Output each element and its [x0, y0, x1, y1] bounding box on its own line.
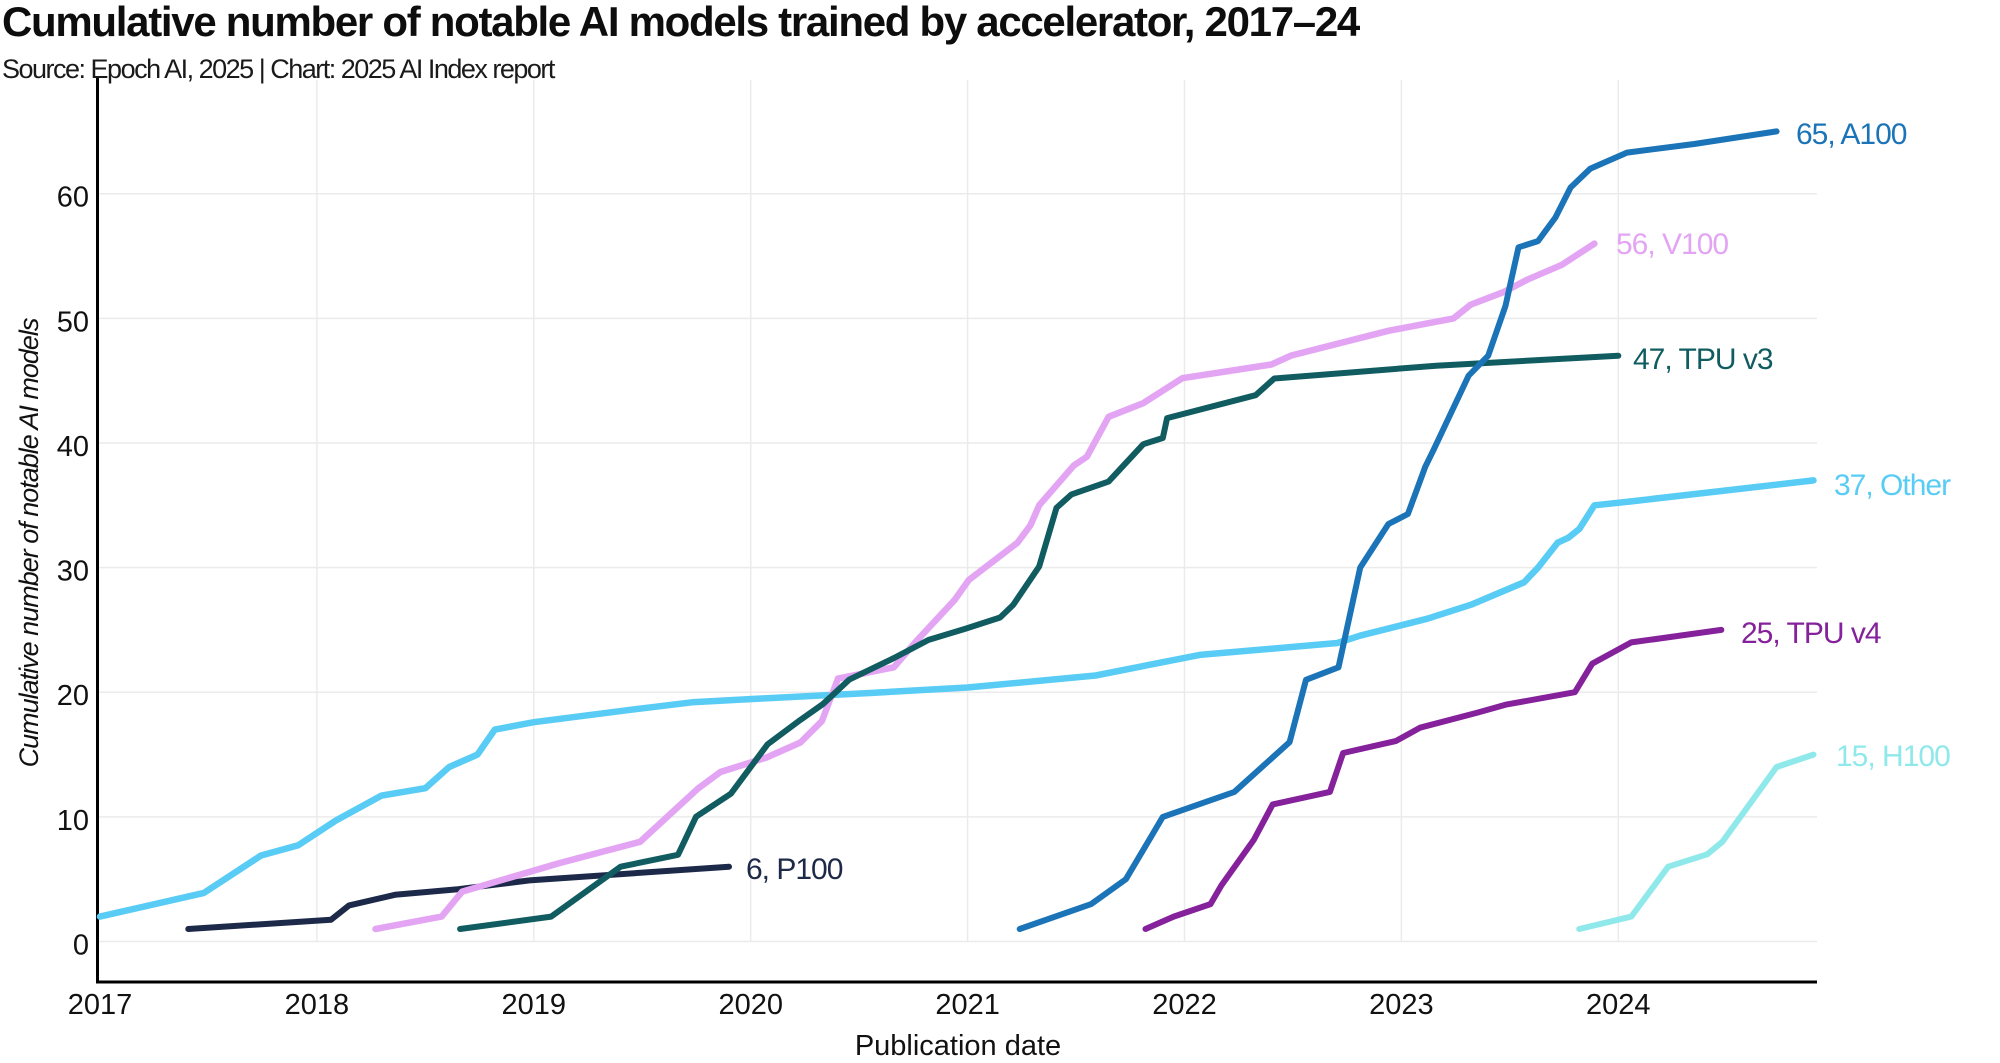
svg-text:40: 40: [57, 431, 89, 463]
svg-text:2022: 2022: [1152, 989, 1217, 1021]
svg-text:56, V100: 56, V100: [1616, 228, 1728, 261]
svg-text:2021: 2021: [935, 989, 1000, 1021]
svg-text:6, P100: 6, P100: [746, 853, 843, 886]
svg-text:60: 60: [57, 182, 89, 214]
svg-text:0: 0: [73, 930, 89, 962]
svg-text:2023: 2023: [1369, 989, 1434, 1021]
svg-text:2024: 2024: [1586, 989, 1651, 1021]
svg-text:65, A100: 65, A100: [1796, 118, 1907, 151]
svg-text:37, Other: 37, Other: [1834, 469, 1951, 502]
svg-text:50: 50: [57, 307, 89, 339]
svg-text:Source: Epoch AI, 2025 | Chart: Source: Epoch AI, 2025 | Chart: 2025 AI …: [2, 54, 556, 84]
svg-text:2017: 2017: [68, 989, 133, 1021]
svg-text:47, TPU v3: 47, TPU v3: [1633, 343, 1773, 376]
svg-text:25, TPU v4: 25, TPU v4: [1741, 617, 1881, 650]
svg-text:Cumulative number of notable A: Cumulative number of notable AI models: [14, 318, 44, 767]
svg-text:15, H100: 15, H100: [1836, 740, 1950, 773]
svg-text:2020: 2020: [718, 989, 783, 1021]
svg-text:10: 10: [57, 805, 89, 837]
svg-text:20: 20: [57, 680, 89, 712]
svg-text:30: 30: [57, 556, 89, 588]
svg-text:2018: 2018: [285, 989, 350, 1021]
svg-text:Cumulative number of notable A: Cumulative number of notable AI models t…: [2, 0, 1361, 45]
svg-text:Publication date: Publication date: [855, 1030, 1061, 1062]
svg-text:2019: 2019: [502, 989, 567, 1021]
